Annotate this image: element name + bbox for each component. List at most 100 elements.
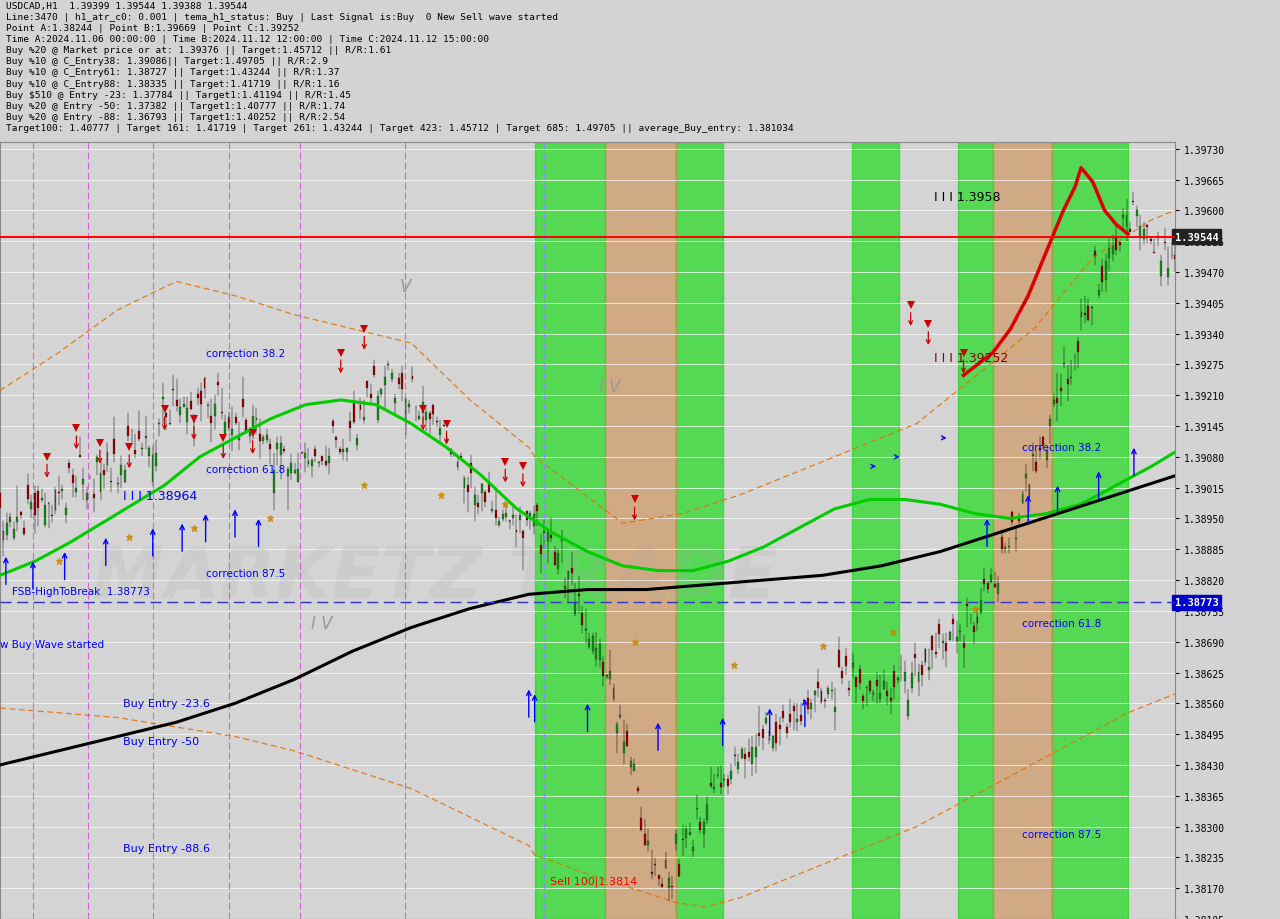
Bar	[419, 416, 420, 420]
Bar	[197, 394, 198, 398]
Bar	[1029, 485, 1030, 497]
Bar	[977, 617, 978, 624]
Bar	[79, 455, 81, 457]
Bar	[922, 665, 923, 675]
Bar	[762, 730, 763, 739]
Bar	[311, 460, 312, 467]
Bar	[851, 664, 854, 668]
Bar	[1066, 380, 1069, 385]
Bar	[44, 505, 46, 525]
Bar	[526, 512, 527, 520]
Bar	[1149, 240, 1152, 242]
Bar	[1032, 455, 1034, 457]
Bar	[1143, 230, 1144, 240]
Bar	[183, 405, 184, 407]
Bar	[852, 142, 899, 919]
Bar	[516, 531, 517, 532]
Bar	[1094, 252, 1096, 258]
Bar	[827, 688, 829, 695]
Bar	[1052, 142, 1128, 919]
Bar	[1025, 474, 1027, 479]
Bar	[648, 842, 649, 845]
Bar	[540, 545, 541, 555]
Bar	[637, 789, 639, 791]
Text: USDCAD,H1  1.39399 1.39544 1.39388 1.39544
Line:3470 | h1_atr_c0: 0.001 | tema_h: USDCAD,H1 1.39399 1.39544 1.39388 1.3954…	[6, 2, 794, 132]
Bar	[650, 872, 653, 874]
Bar	[329, 456, 330, 463]
Bar	[609, 671, 611, 680]
Bar	[993, 142, 1052, 919]
Bar	[948, 632, 951, 641]
Bar	[1174, 256, 1176, 260]
Bar	[938, 625, 941, 634]
Bar	[1011, 513, 1012, 523]
Bar	[731, 771, 732, 779]
Bar	[408, 404, 410, 407]
Bar	[1133, 201, 1134, 203]
Bar	[914, 654, 916, 659]
Bar	[660, 884, 663, 887]
Bar	[1135, 210, 1138, 217]
Bar	[530, 513, 531, 517]
Bar	[508, 521, 511, 522]
Bar	[474, 495, 476, 505]
Text: correction 87.5: correction 87.5	[206, 568, 285, 578]
Bar	[163, 398, 164, 399]
Bar	[957, 142, 993, 919]
Text: Buy Entry -50: Buy Entry -50	[123, 736, 200, 746]
Bar	[1129, 230, 1132, 233]
Text: correction 61.8: correction 61.8	[1023, 618, 1102, 628]
Bar	[189, 402, 192, 410]
Bar	[447, 439, 448, 441]
Bar	[678, 865, 681, 876]
Bar	[897, 678, 899, 680]
Text: I I I 1.3958: I I I 1.3958	[934, 190, 1001, 203]
Bar	[325, 461, 326, 466]
Bar	[477, 504, 479, 507]
Bar	[124, 471, 125, 482]
Bar	[543, 532, 545, 533]
Bar	[120, 466, 123, 476]
Bar	[273, 471, 275, 494]
Bar	[175, 401, 178, 407]
Bar	[506, 513, 507, 517]
Bar	[148, 448, 150, 456]
Bar	[820, 691, 823, 702]
Bar	[768, 739, 771, 740]
Bar	[433, 405, 434, 414]
Bar	[707, 804, 708, 821]
Bar	[599, 645, 600, 661]
Bar	[412, 377, 413, 380]
Bar	[242, 400, 243, 408]
Bar	[1001, 538, 1002, 550]
Bar	[810, 703, 812, 709]
Bar	[259, 435, 261, 442]
Bar	[886, 691, 888, 697]
Bar	[494, 510, 497, 519]
Bar	[605, 675, 608, 677]
Text: correction 38.2: correction 38.2	[206, 348, 285, 358]
Bar	[114, 440, 115, 455]
Bar	[384, 378, 385, 386]
Bar	[626, 732, 628, 746]
Bar	[248, 430, 251, 437]
Bar	[221, 413, 223, 414]
Bar	[547, 531, 549, 542]
Bar	[1042, 438, 1044, 446]
Bar	[100, 473, 101, 492]
Bar	[256, 419, 257, 420]
Bar	[973, 627, 975, 632]
Bar	[6, 524, 8, 536]
Bar	[692, 846, 694, 851]
Bar	[20, 512, 22, 516]
Bar	[332, 422, 334, 426]
Bar	[471, 464, 472, 474]
Bar	[790, 715, 791, 722]
Bar	[1139, 226, 1142, 239]
Bar	[755, 748, 756, 757]
Bar	[380, 390, 383, 394]
Bar	[315, 449, 316, 457]
Bar	[893, 671, 895, 687]
Bar	[404, 399, 407, 423]
Bar	[218, 382, 219, 386]
